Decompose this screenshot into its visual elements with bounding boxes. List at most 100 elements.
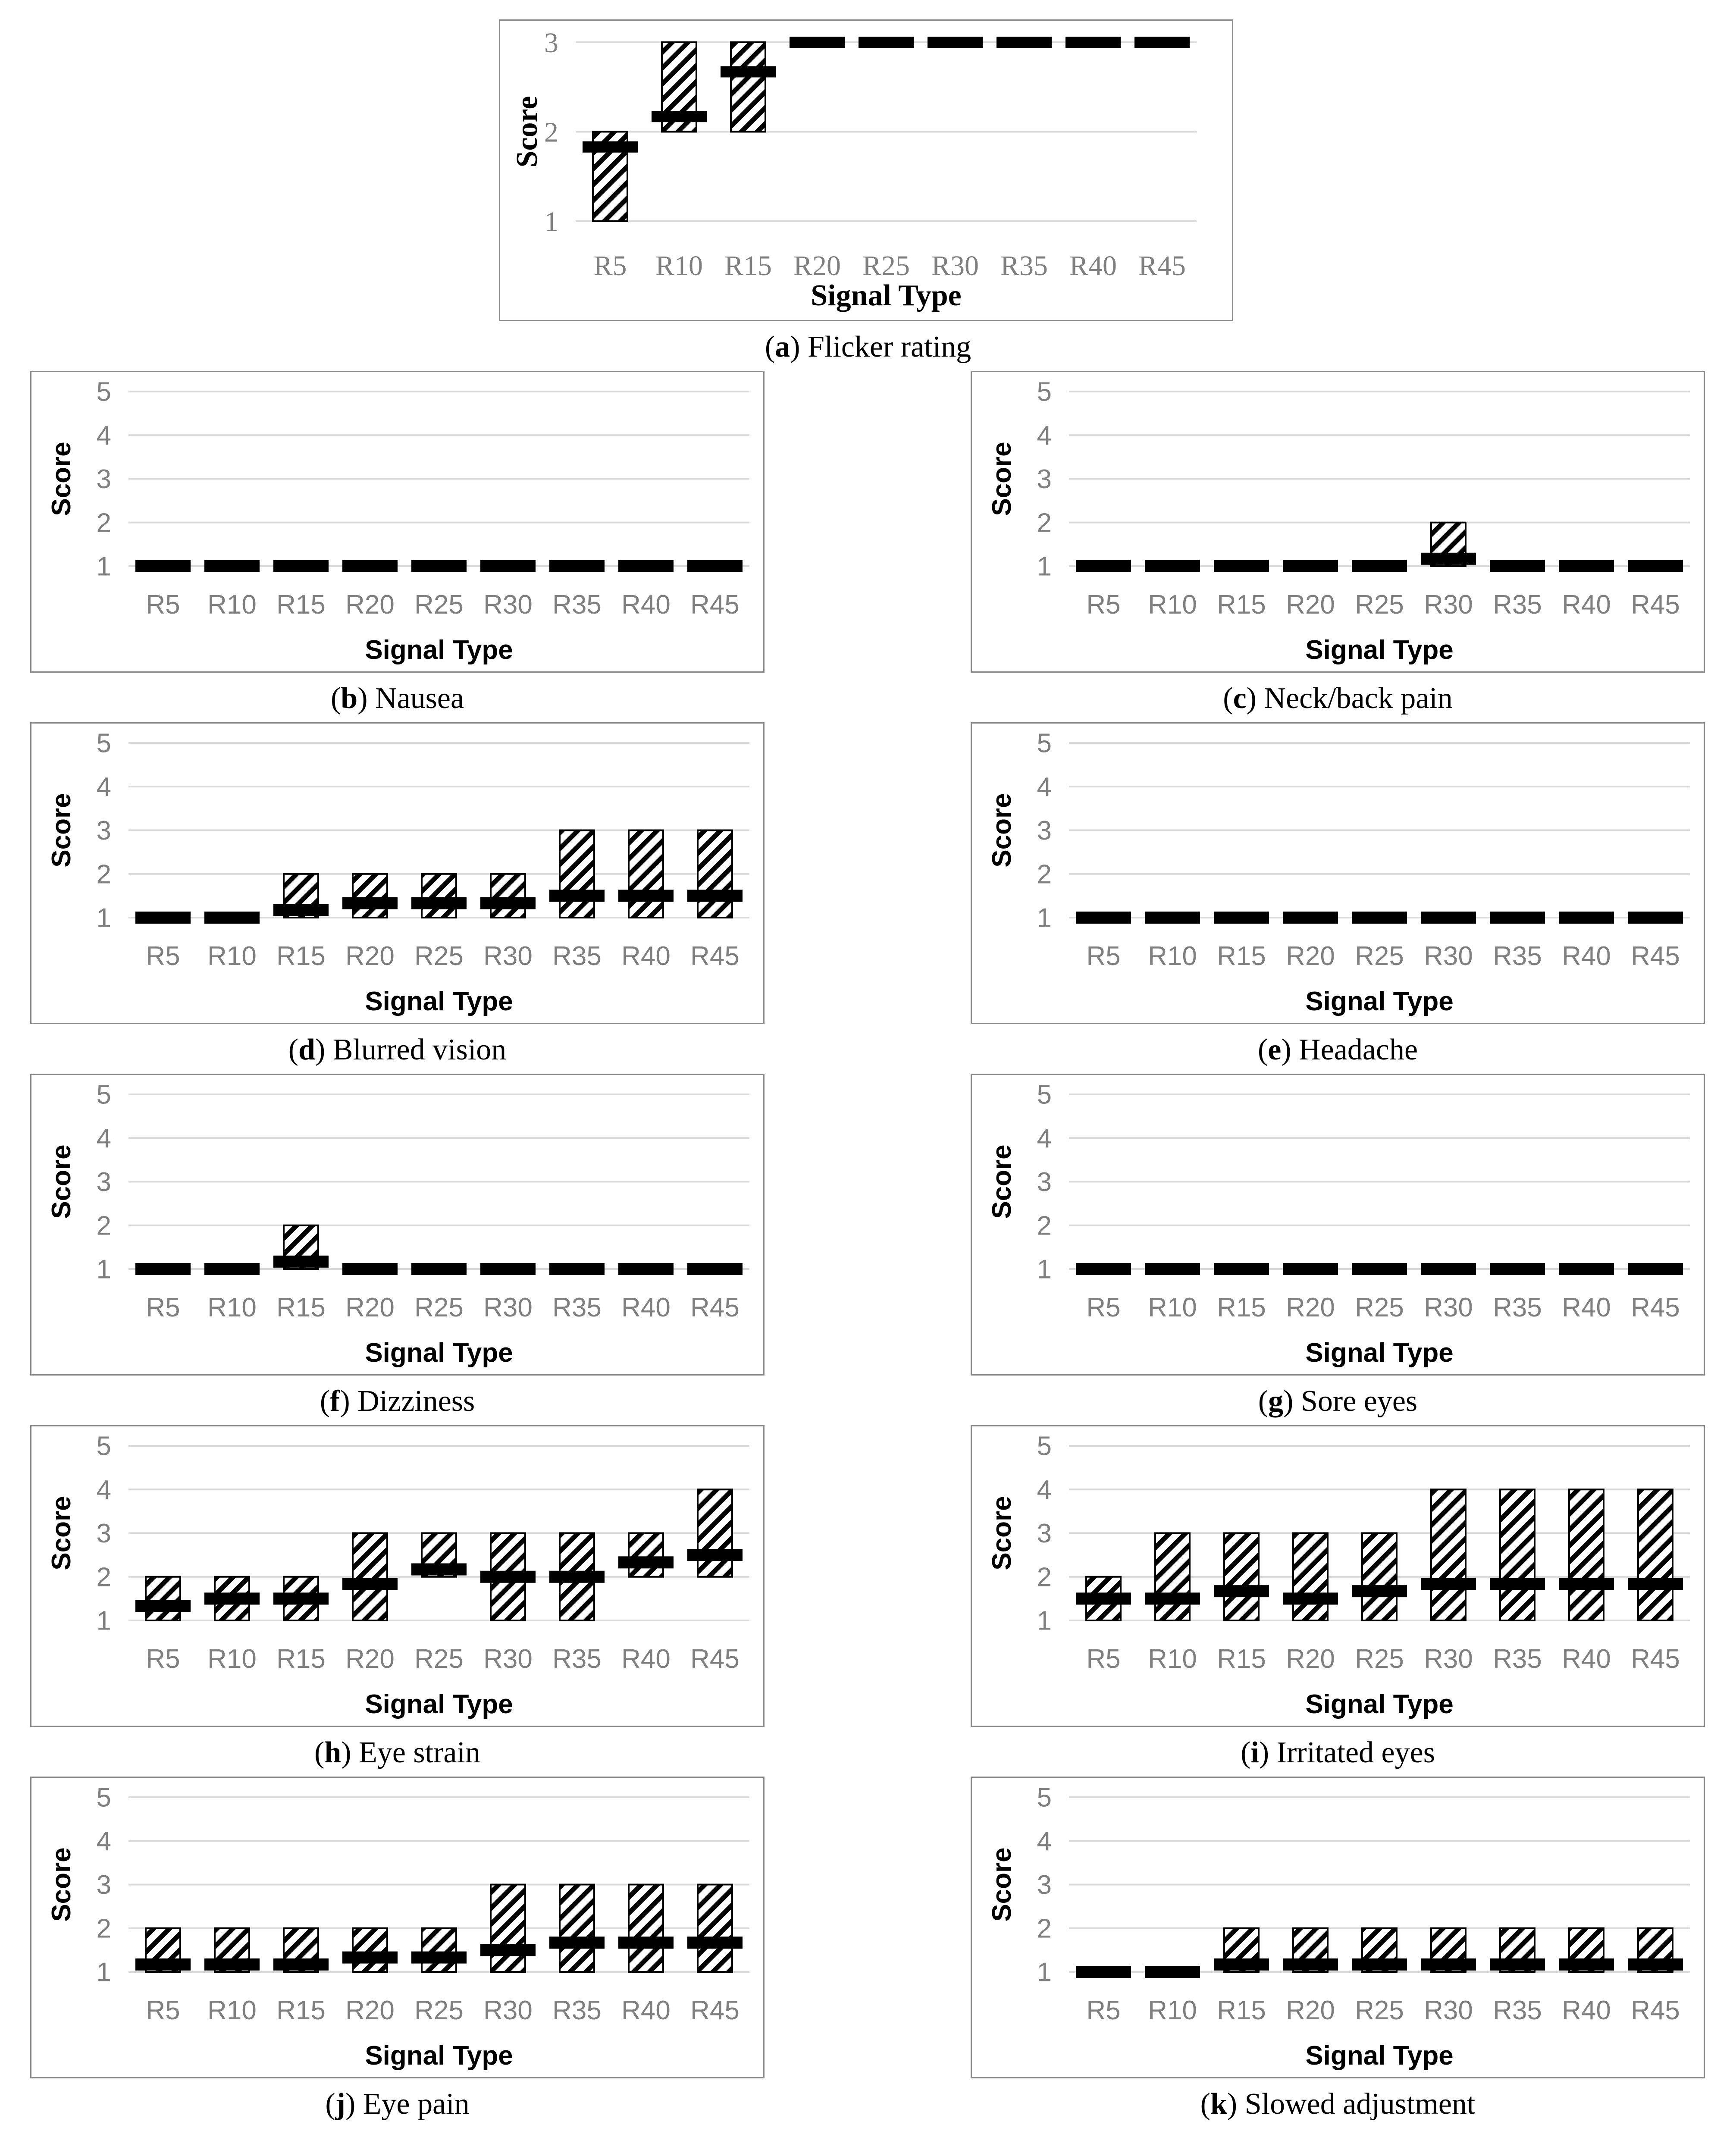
- chart-panel-i: 1 2 3 4 5 R5 R10 R15 R20 R25 R30 R35 R40 R45 Signal Ty…: [971, 1425, 1705, 1727]
- mean-marker: [1490, 1263, 1545, 1275]
- x-tick-label: R5: [146, 590, 180, 620]
- caption-text: Sore eyes: [1300, 1385, 1418, 1418]
- x-tick-label: R10: [207, 1996, 257, 2025]
- chart-j-svg: 1 2 3 4 5 R5 R10 R15 R20 R25 R30 R35 R40 R45 Signal Ty…: [47, 1783, 749, 2071]
- range-bar: [559, 829, 595, 918]
- mean-marker: [342, 1263, 398, 1275]
- x-tick-label: R35: [1493, 1996, 1542, 2025]
- caption-letter: k: [1210, 2087, 1227, 2121]
- caption-j: (j) Eye pain: [325, 2087, 470, 2121]
- mean-marker: [996, 37, 1052, 48]
- x-tick-label: R45: [1631, 1293, 1680, 1322]
- x-tick-label: R25: [414, 590, 464, 620]
- x-tick-label: R15: [724, 250, 772, 282]
- x-tick-label: R5: [146, 941, 180, 971]
- caption-g: (g) Sore eyes: [1258, 1385, 1418, 1418]
- mean-marker: [480, 1263, 536, 1275]
- mean-marker: [1214, 1585, 1269, 1598]
- caption-f: (f) Dizziness: [320, 1385, 475, 1418]
- y-tick-label: 4: [1037, 772, 1052, 802]
- mean-marker: [1421, 912, 1476, 924]
- mean-marker: [411, 1951, 467, 1964]
- range-bar: [421, 1927, 457, 1973]
- range-bar: [421, 873, 457, 918]
- y-tick-label: 2: [1037, 859, 1052, 889]
- y-tick-label: 4: [97, 1827, 111, 1856]
- x-axis-label: Signal Type: [365, 987, 513, 1016]
- caption-letter: h: [324, 1736, 342, 1769]
- x-axis-label: Signal Type: [1305, 987, 1453, 1016]
- mean-marker: [652, 111, 707, 122]
- caption-b: (b) Nausea: [330, 682, 464, 715]
- y-tick-label: 5: [97, 729, 111, 758]
- y-tick-label: 5: [1037, 377, 1052, 407]
- chart-panel-g: 1 2 3 4 5 R5 R10 R15 R20 R25 R30 R35 R40 R45 Signal Ty…: [971, 1074, 1705, 1376]
- range-bar: [1499, 1489, 1535, 1621]
- x-tick-label: R5: [1086, 1293, 1120, 1322]
- y-tick-label: 1: [1037, 1958, 1052, 1987]
- x-tick-label: R35: [552, 1293, 602, 1322]
- x-tick-label: R15: [1217, 1996, 1266, 2025]
- x-tick-label: R20: [1286, 941, 1335, 971]
- x-tick-label: R10: [207, 1644, 257, 1674]
- mean-marker: [135, 1600, 191, 1612]
- mean-marker: [342, 560, 398, 572]
- y-tick-label: 1: [1037, 552, 1052, 582]
- chart-panel-e: 1 2 3 4 5 R5 R10 R15 R20 R25 R30 R35 R40 R45 Signal Ty…: [971, 722, 1705, 1024]
- y-tick-label: 4: [97, 421, 111, 451]
- x-tick-label: R20: [1286, 1996, 1335, 2025]
- x-tick-label: R45: [1138, 250, 1186, 282]
- y-tick-label: 3: [97, 1870, 111, 1900]
- mean-marker: [204, 1263, 260, 1275]
- y-tick-label: 1: [97, 1255, 111, 1285]
- x-tick-label: R5: [1086, 1996, 1120, 2025]
- y-tick-label: 2: [97, 1914, 111, 1943]
- mean-marker: [1628, 1263, 1683, 1275]
- mean-marker: [1145, 1263, 1200, 1275]
- x-tick-label: R35: [1493, 590, 1542, 620]
- x-tick-label: R45: [1631, 590, 1680, 620]
- mean-marker: [273, 1255, 329, 1268]
- mean-marker: [480, 1944, 536, 1956]
- chart-panel-k: 1 2 3 4 5 R5 R10 R15 R20 R25 R30 R35 R40 R45 Signal Ty…: [971, 1777, 1705, 2078]
- x-tick-label: R40: [1562, 941, 1611, 971]
- mean-marker: [549, 890, 605, 902]
- mean-marker: [1421, 552, 1476, 565]
- mean-marker: [1214, 1263, 1269, 1275]
- y-tick-label: 3: [97, 464, 111, 494]
- caption-letter: b: [341, 682, 358, 715]
- caption-text: Flicker rating: [808, 330, 971, 364]
- x-tick-label: R25: [1355, 1996, 1404, 2025]
- x-tick-label: R25: [414, 941, 464, 971]
- mean-marker: [687, 1549, 743, 1561]
- x-tick-label: R45: [1631, 941, 1680, 971]
- y-tick-label: 1: [1037, 1255, 1052, 1285]
- caption-letter: j: [335, 2087, 345, 2121]
- x-tick-label: R10: [1148, 1293, 1197, 1322]
- mean-marker: [1076, 1966, 1131, 1978]
- x-tick-label: R40: [1562, 590, 1611, 620]
- caption-letter: d: [298, 1033, 315, 1066]
- range-bar: [730, 41, 766, 133]
- x-tick-label: R10: [207, 941, 257, 971]
- mean-marker: [1559, 1958, 1614, 1971]
- x-axis-label: Signal Type: [365, 1338, 513, 1368]
- range-bar: [628, 1883, 664, 1973]
- chart-panel-h: 1 2 3 4 5 R5 R10 R15 R20 R25 R30 R35 R40 R45 Signal Ty…: [30, 1425, 765, 1727]
- chart-d-svg: 1 2 3 4 5 R5 R10 R15 R20 R25 R30 R35 R40 R45 Signal Ty…: [47, 729, 749, 1016]
- mean-marker: [1490, 1958, 1545, 1971]
- y-tick-label: 2: [1037, 1914, 1052, 1943]
- x-tick-label: R30: [1424, 590, 1473, 620]
- mean-marker: [790, 37, 845, 48]
- x-tick-label: R30: [931, 250, 979, 282]
- range-bar: [1430, 1489, 1467, 1621]
- x-tick-label: R30: [483, 1996, 533, 2025]
- mean-marker: [1145, 1592, 1200, 1605]
- caption-a: (a) Flicker rating: [765, 330, 971, 364]
- mean-marker: [549, 1570, 605, 1583]
- x-tick-label: R10: [207, 1293, 257, 1322]
- x-tick-label: R25: [1355, 1644, 1404, 1674]
- x-axis-label: Signal Type: [811, 279, 962, 312]
- chart-a-svg: 1 2 3 R5 R10 R15 R20 R25 R30 R35 R40 R45 Signal Type…: [511, 27, 1197, 312]
- x-axis-label: Signal Type: [365, 2041, 513, 2071]
